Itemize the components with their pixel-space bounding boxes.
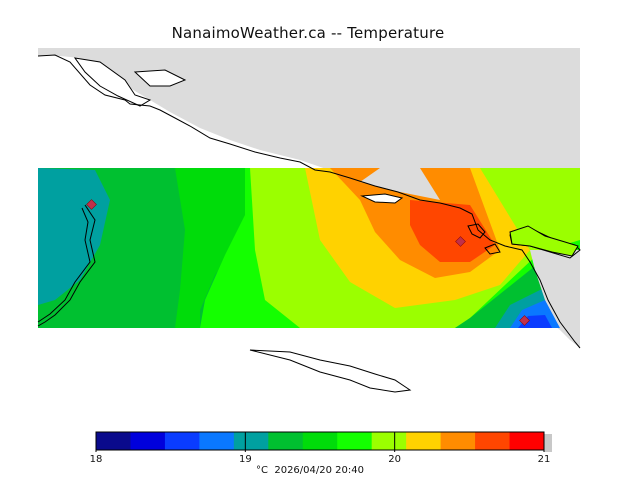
temperature-field (38, 168, 580, 328)
channel-island (360, 193, 404, 204)
legend-swatch (268, 432, 304, 450)
legend-swatch (233, 432, 269, 450)
lower-island (249, 349, 412, 393)
upper-island-large (73, 57, 152, 107)
coastlines (37, 54, 581, 349)
legend-tick-label: 20 (388, 454, 401, 465)
station-marker[interactable] (455, 236, 466, 247)
legend-swatch (509, 432, 545, 450)
legend-tick-label: 21 (538, 454, 551, 465)
legend-caption: °C 2026/04/20 20:40 (200, 465, 420, 476)
legend-swatch (475, 432, 511, 450)
station-markers (86, 199, 530, 326)
legend-timestamp: 2026/04/20 20:40 (274, 465, 364, 476)
legend-tick-label: 19 (239, 454, 252, 465)
legend-swatch (302, 432, 338, 450)
upper-island-small (133, 69, 187, 87)
legend-swatch (164, 432, 200, 450)
station-marker[interactable] (86, 199, 97, 210)
legend-tick-label: 18 (90, 454, 103, 465)
legend-swatch (440, 432, 476, 450)
legend-swatch (406, 432, 442, 450)
legend-colorbar: 18 19 20 21 (90, 431, 552, 465)
legend-shadow (544, 434, 552, 452)
mainland-area (38, 48, 580, 348)
station-marker[interactable] (519, 315, 530, 326)
legend-swatch (130, 432, 166, 450)
legend-swatch (96, 432, 131, 450)
legend-unit: °C (256, 465, 268, 476)
legend-swatch (199, 432, 235, 450)
legend-swatch (371, 432, 407, 450)
legend-swatch (337, 432, 373, 450)
map-title: NanaimoWeather.ca -- Temperature (171, 24, 445, 42)
east-islet (509, 225, 579, 257)
